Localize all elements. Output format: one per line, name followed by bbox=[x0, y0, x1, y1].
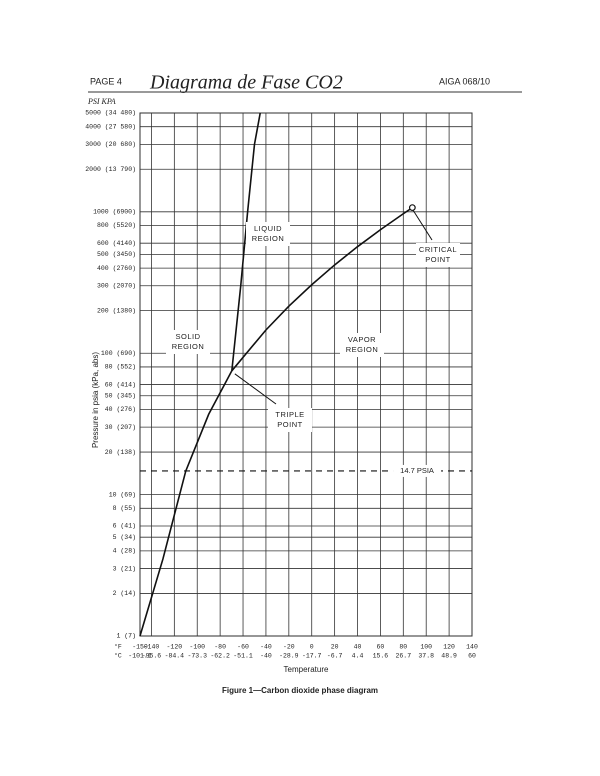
y-tick-label: 80 (552) bbox=[105, 364, 136, 371]
x-tick-label-celsius: -6.7 bbox=[327, 653, 343, 660]
critical-point-marker bbox=[408, 204, 416, 212]
y-tick-label: 4 (28) bbox=[113, 548, 136, 555]
y-tick-label: 1 (7) bbox=[116, 633, 136, 640]
x-tick-label-celsius: 60 bbox=[468, 653, 476, 660]
handwritten-note: Diagrama de Fase CO2 bbox=[149, 72, 343, 94]
unit-c: °C bbox=[114, 652, 122, 660]
x-tick-label: -40 bbox=[260, 644, 272, 651]
x-tick-label-celsius: -40 bbox=[260, 653, 272, 660]
x-tick-label: -120 bbox=[167, 644, 183, 651]
y-tick-label: 2000 (13 790) bbox=[85, 166, 136, 173]
x-tick-label-celsius: -28.9 bbox=[279, 653, 299, 660]
x-tick-label: 140 bbox=[466, 644, 478, 651]
caption: Figure 1—Carbon dioxide phase diagram bbox=[222, 686, 378, 695]
x-tick-label: 60 bbox=[377, 644, 385, 651]
x-tick-label: -80 bbox=[214, 644, 226, 651]
x-tick-label-celsius: -101.1 bbox=[128, 653, 152, 660]
x-tick-label: -60 bbox=[237, 644, 249, 651]
region-label: SOLID REGION bbox=[172, 332, 205, 351]
x-tick-label: -150 bbox=[132, 644, 148, 651]
y-tick-label: 30 (207) bbox=[105, 424, 136, 431]
y-tick-label: 4000 (27 580) bbox=[85, 123, 136, 130]
x-tick-label-celsius: -73.3 bbox=[187, 653, 207, 660]
x-tick-label: -140 bbox=[144, 644, 160, 651]
y-tick-label: 1000 (6900) bbox=[93, 209, 136, 216]
y-tick-label: 2 (14) bbox=[113, 590, 136, 597]
x-axis-label: Temperature bbox=[284, 665, 329, 674]
phase-boundary bbox=[139, 370, 233, 637]
y-tick-label: 10 (69) bbox=[109, 491, 136, 498]
x-tick-label: 100 bbox=[420, 644, 432, 651]
x-tick-label: 80 bbox=[399, 644, 407, 651]
x-tick-label-celsius: -84.4 bbox=[165, 653, 185, 660]
x-tick-label: 0 bbox=[310, 644, 314, 651]
y-tick-label: 60 (414) bbox=[105, 381, 136, 388]
x-tick-label-celsius: -62.2 bbox=[210, 653, 230, 660]
y-tick-label: 5000 (34 480) bbox=[85, 110, 136, 117]
page-number: PAGE 4 bbox=[90, 76, 122, 86]
y-tick-label: 40 (276) bbox=[105, 406, 136, 413]
label-bg bbox=[166, 330, 210, 354]
y-tick-label: 500 (3450) bbox=[97, 251, 136, 258]
y-tick-label: 800 (5520) bbox=[97, 222, 136, 229]
region-label: LIQUID REGION bbox=[252, 224, 285, 243]
region-label: CRITICAL POINT bbox=[419, 245, 457, 264]
doc-id: AIGA 068/10 bbox=[439, 76, 490, 86]
label-bg bbox=[246, 222, 290, 246]
y-tick-label: 3000 (20 680) bbox=[85, 141, 136, 148]
x-tick-label: -100 bbox=[189, 644, 205, 651]
pointer bbox=[234, 373, 277, 405]
phase-boundary bbox=[231, 206, 413, 372]
handwritten-units: PSI KPA bbox=[87, 97, 116, 106]
x-tick-label-celsius: -95.6 bbox=[142, 653, 162, 660]
x-tick-label-celsius: 26.7 bbox=[396, 653, 412, 660]
x-tick-label-celsius: -51.1 bbox=[233, 653, 253, 660]
phase-boundary bbox=[231, 112, 261, 371]
x-tick-label-celsius: -17.7 bbox=[302, 653, 322, 660]
x-tick-label-celsius: 37.8 bbox=[418, 653, 434, 660]
x-tick-label: 40 bbox=[354, 644, 362, 651]
x-tick-label: 20 bbox=[331, 644, 339, 651]
y-tick-label: 3 (21) bbox=[113, 565, 136, 572]
label-bg bbox=[340, 333, 384, 357]
y-tick-label: 200 (1380) bbox=[97, 307, 136, 314]
y-tick-label: 8 (55) bbox=[113, 505, 136, 512]
y-tick-label: 20 (138) bbox=[105, 449, 136, 456]
unit-f: °F bbox=[114, 643, 122, 651]
y-tick-label: 100 (690) bbox=[101, 350, 136, 357]
label-bg bbox=[268, 408, 312, 432]
y-tick-label: 600 (4140) bbox=[97, 240, 136, 247]
y-axis-label: Pressure in psia (kPa, abs) bbox=[91, 352, 100, 448]
y-tick-label: 50 (345) bbox=[105, 393, 136, 400]
region-label: TRIPLE POINT bbox=[275, 410, 304, 429]
x-tick-label-celsius: 15.6 bbox=[373, 653, 389, 660]
x-tick-label: 120 bbox=[443, 644, 455, 651]
label-bg bbox=[393, 464, 442, 477]
label-bg bbox=[416, 243, 460, 267]
pointer bbox=[412, 210, 433, 241]
region-label: VAPOR REGION bbox=[346, 335, 379, 354]
y-tick-label: 300 (2070) bbox=[97, 282, 136, 289]
y-tick-label: 6 (41) bbox=[113, 523, 136, 530]
x-tick-label: -20 bbox=[283, 644, 295, 651]
x-tick-label-celsius: 4.4 bbox=[352, 653, 364, 660]
y-tick-label: 5 (34) bbox=[113, 534, 136, 541]
x-tick-label-celsius: 48.9 bbox=[441, 653, 457, 660]
reference-label: 14.7 PSIA bbox=[400, 466, 434, 475]
y-tick-label: 400 (2760) bbox=[97, 265, 136, 272]
